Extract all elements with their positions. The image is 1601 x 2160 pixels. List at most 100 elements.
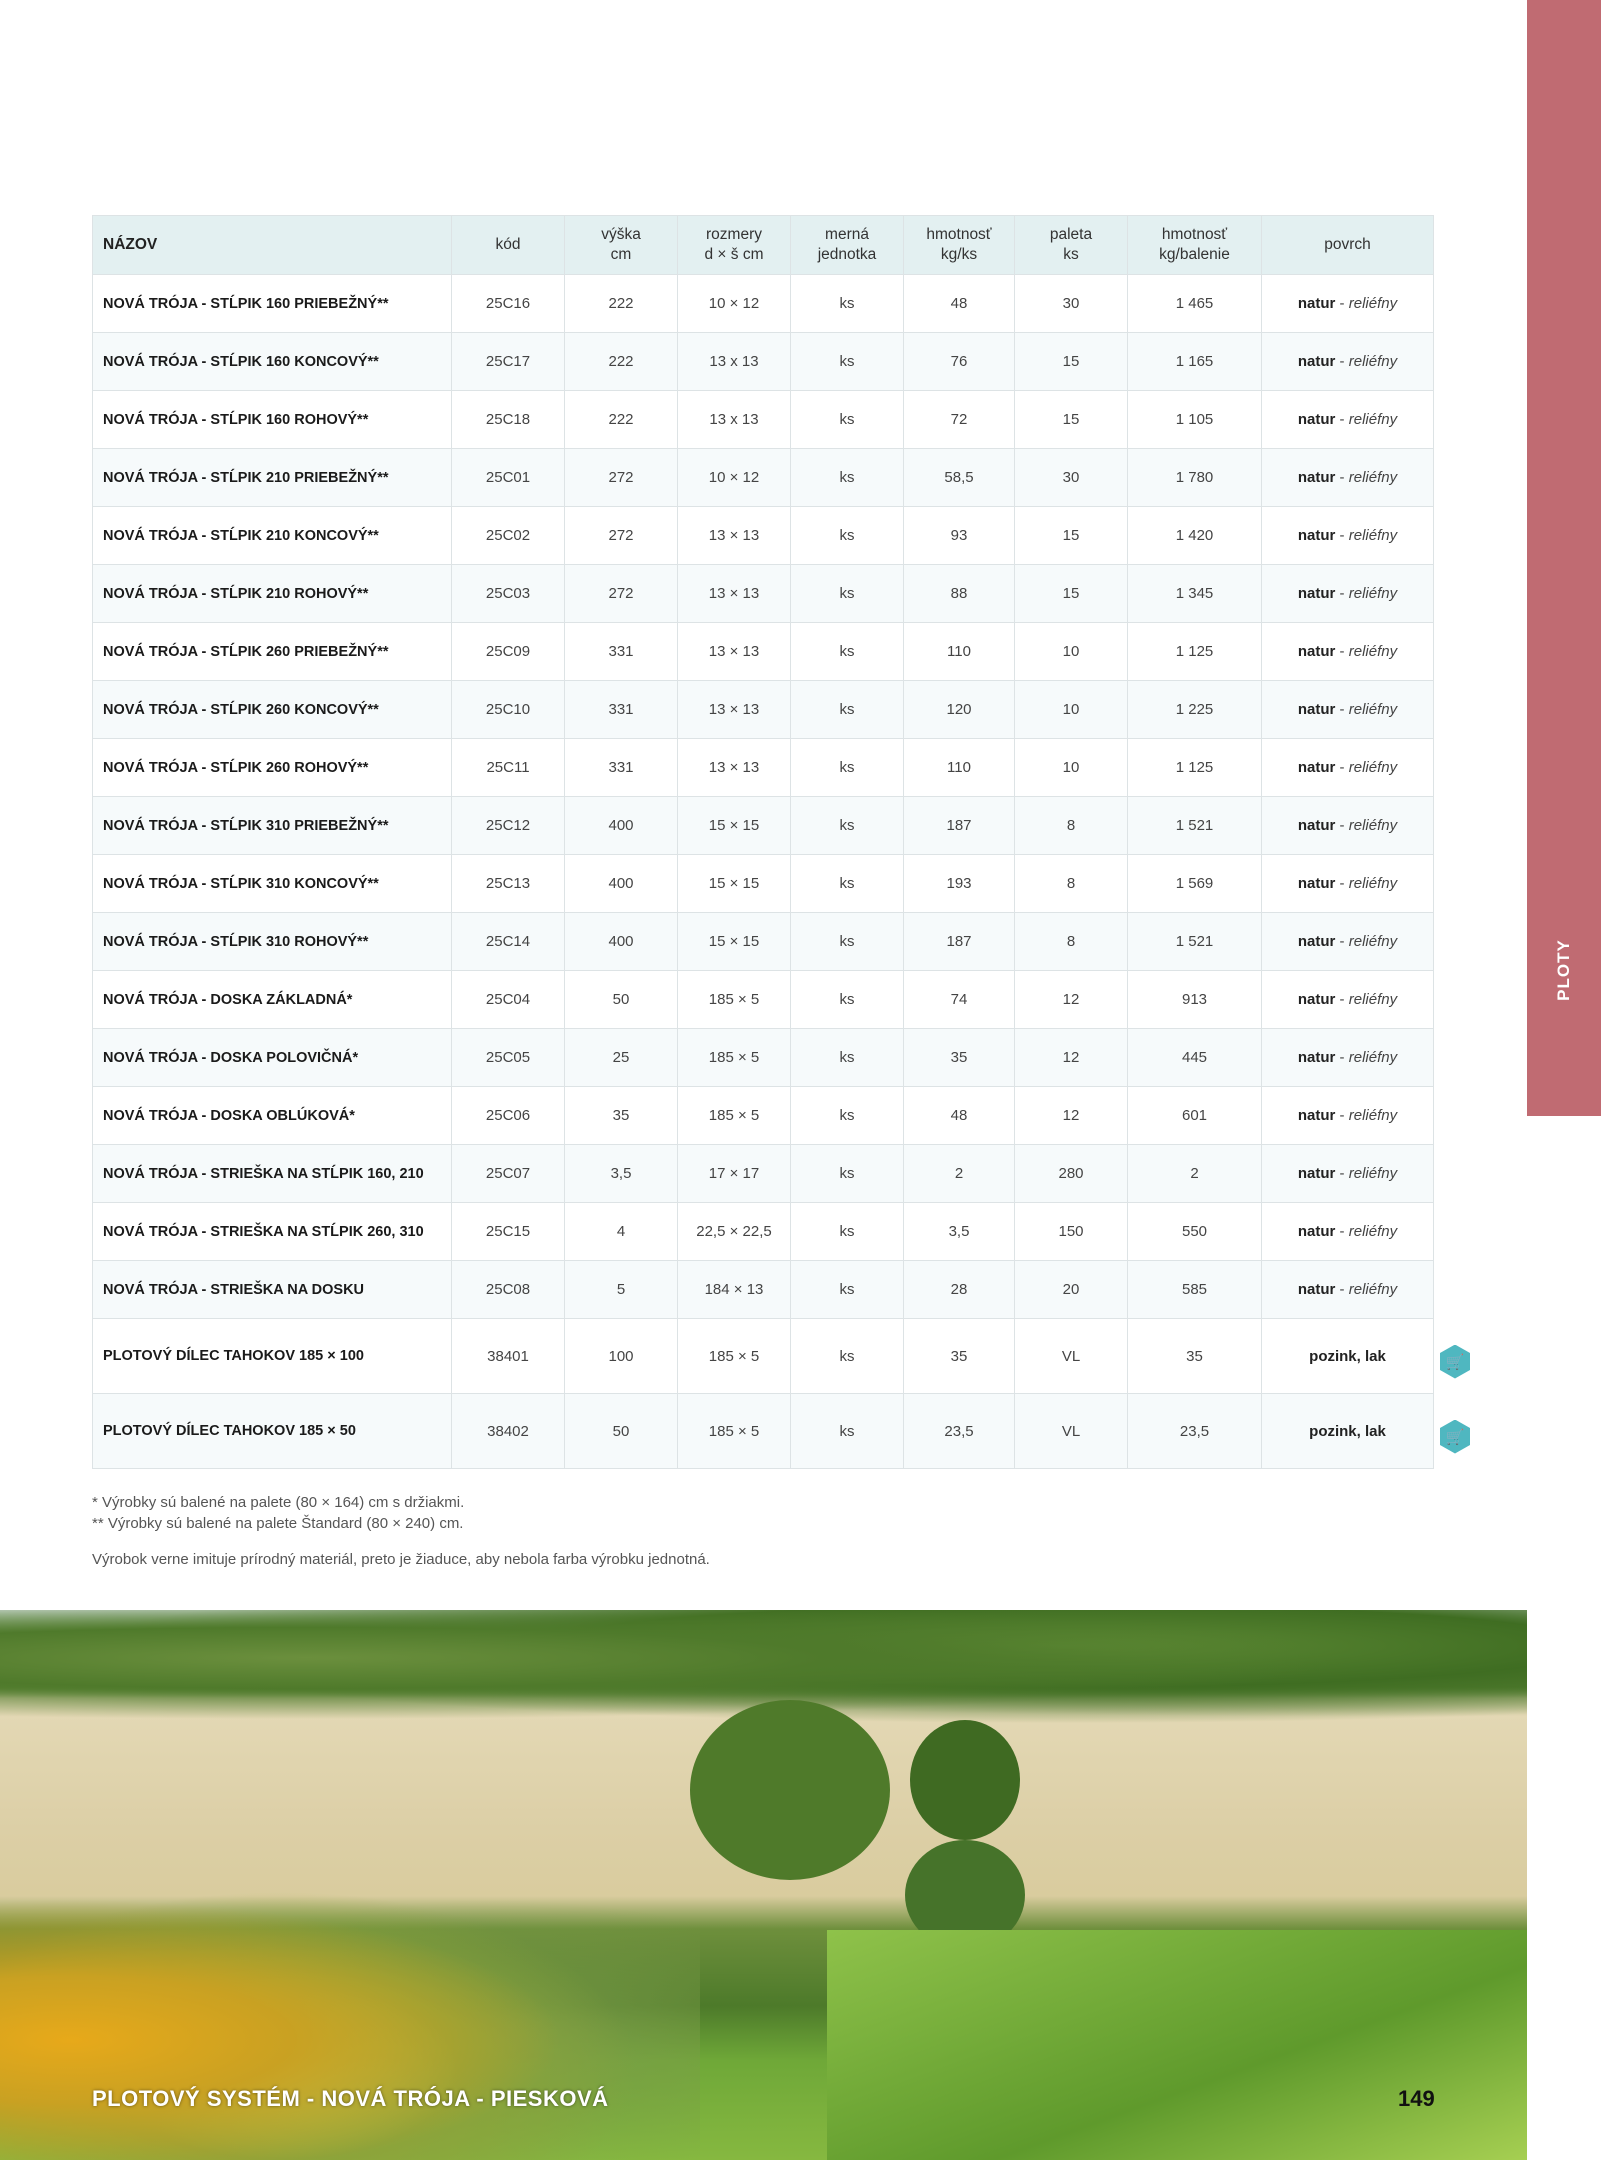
footnote-single-star: * Výrobky sú balené na palete (80 × 164)… xyxy=(92,1494,465,1511)
surface-texture: reliéfny xyxy=(1348,585,1398,602)
cell-surface: natur - reliéfny xyxy=(1261,912,1434,971)
cell-name: NOVÁ TRÓJA - STĹPIK 160 PRIEBEŽNÝ** xyxy=(92,274,452,333)
surface-texture: reliéfny xyxy=(1348,759,1398,776)
surface-separator: - xyxy=(1335,585,1349,602)
cell-height: 400 xyxy=(564,912,678,971)
cell-name: NOVÁ TRÓJA - STĹPIK 260 ROHOVÝ** xyxy=(92,738,452,797)
table-row: NOVÁ TRÓJA - STĹPIK 310 PRIEBEŽNÝ** 25C12… xyxy=(92,796,1434,855)
shopping-cart-icon[interactable]: 🛒 xyxy=(1440,1419,1470,1454)
cell-pack-weight: 445 xyxy=(1127,1028,1262,1087)
cell-unit: ks xyxy=(790,1393,904,1469)
cell-dims: 13 × 13 xyxy=(677,680,791,739)
table-row: NOVÁ TRÓJA - STĹPIK 210 PRIEBEŽNÝ** 25C01… xyxy=(92,448,1434,507)
header-surface: povrch xyxy=(1261,215,1434,275)
section-tab-ploty[interactable]: PLOTY xyxy=(1527,0,1601,1116)
table-row: PLOTOVÝ DÍLEC TAHOKOV 185 × 100 38401 100 1… xyxy=(92,1318,1434,1394)
cell-weight: 74 xyxy=(903,970,1015,1029)
cell-code: 25C05 xyxy=(451,1028,565,1087)
cell-pallet: 10 xyxy=(1014,622,1128,681)
cell-weight: 72 xyxy=(903,390,1015,449)
header-weight: hmotnosť kg/ks xyxy=(903,215,1015,275)
surface-finish: natur xyxy=(1297,1165,1336,1182)
cell-code: 38402 xyxy=(451,1393,565,1469)
cell-height: 400 xyxy=(564,854,678,913)
cell-name: NOVÁ TRÓJA - STĹPIK 310 PRIEBEŽNÝ** xyxy=(92,796,452,855)
cell-pack-weight: 601 xyxy=(1127,1086,1262,1145)
cell-weight: 48 xyxy=(903,1086,1015,1145)
cell-unit: ks xyxy=(790,1260,904,1319)
cell-pack-weight: 2 xyxy=(1127,1144,1262,1203)
cell-pallet: 15 xyxy=(1014,564,1128,623)
cell-height: 50 xyxy=(564,970,678,1029)
cell-unit: ks xyxy=(790,1028,904,1087)
surface-separator: - xyxy=(1335,527,1349,544)
cell-pallet: 30 xyxy=(1014,448,1128,507)
cell-code: 25C17 xyxy=(451,332,565,391)
shopping-cart-icon[interactable]: 🛒 xyxy=(1440,1344,1470,1379)
cell-unit: ks xyxy=(790,622,904,681)
table-row: NOVÁ TRÓJA - DOSKA ZÁKLADNÁ* 25C04 50 185 ×… xyxy=(92,970,1434,1029)
cell-dims: 13 × 13 xyxy=(677,622,791,681)
cell-pallet: VL xyxy=(1014,1318,1128,1394)
cell-weight: 28 xyxy=(903,1260,1015,1319)
cell-height: 400 xyxy=(564,796,678,855)
page-number: 149 xyxy=(1398,2086,1435,2111)
table-row: NOVÁ TRÓJA - STĹPIK 260 ROHOVÝ** 25C11 331… xyxy=(92,738,1434,797)
table-row: NOVÁ TRÓJA - STĹPIK 260 PRIEBEŽNÝ** 25C09… xyxy=(92,622,1434,681)
cell-surface: natur - reliéfny xyxy=(1261,274,1434,333)
cell-weight: 110 xyxy=(903,738,1015,797)
cell-height: 3,5 xyxy=(564,1144,678,1203)
cell-name: PLOTOVÝ DÍLEC TAHOKOV 185 × 50 xyxy=(92,1393,452,1469)
cell-unit: ks xyxy=(790,1202,904,1261)
cell-name: NOVÁ TRÓJA - STĹPIK 160 ROHOVÝ** xyxy=(92,390,452,449)
cell-name: NOVÁ TRÓJA - STĹPIK 160 KONCOVÝ** xyxy=(92,332,452,391)
cell-pallet: 15 xyxy=(1014,390,1128,449)
cell-code: 25C03 xyxy=(451,564,565,623)
surface-texture: reliéfny xyxy=(1348,875,1398,892)
photo-topiary-ball xyxy=(910,1720,1020,1840)
cell-pallet: 30 xyxy=(1014,274,1128,333)
surface-separator: - xyxy=(1335,701,1349,718)
cell-height: 222 xyxy=(564,332,678,391)
surface-finish: natur xyxy=(1297,1281,1336,1298)
photo-flower-bed xyxy=(0,1860,700,2160)
cell-height: 50 xyxy=(564,1393,678,1469)
cell-code: 25C11 xyxy=(451,738,565,797)
cell-pack-weight: 1 125 xyxy=(1127,622,1262,681)
product-table: NÁZOV kód výška cm rozmery d × š cm merná je… xyxy=(92,215,1434,1469)
surface-separator: - xyxy=(1335,991,1349,1008)
cell-weight: 48 xyxy=(903,274,1015,333)
surface-texture: reliéfny xyxy=(1348,295,1398,312)
cell-height: 272 xyxy=(564,506,678,565)
cell-pack-weight: 1 521 xyxy=(1127,912,1262,971)
cell-pack-weight: 1 165 xyxy=(1127,332,1262,391)
header-pack-weight: hmotnosť kg/balenie xyxy=(1127,215,1262,275)
surface-texture: reliéfny xyxy=(1348,411,1398,428)
cell-surface: natur - reliéfny xyxy=(1261,564,1434,623)
cell-unit: ks xyxy=(790,506,904,565)
header-name: NÁZOV xyxy=(92,215,452,275)
footer-title: PLOTOVÝ SYSTÉM - NOVÁ TRÓJA - PIESKOVÁ xyxy=(92,2086,609,2111)
footnote-material: Výrobok verne imituje prírodný materiál,… xyxy=(92,1551,710,1568)
cell-name: NOVÁ TRÓJA - STRIEŠKA NA DOSKU xyxy=(92,1260,452,1319)
cell-height: 222 xyxy=(564,274,678,333)
cell-name: NOVÁ TRÓJA - STĹPIK 260 KONCOVÝ** xyxy=(92,680,452,739)
surface-texture: reliéfny xyxy=(1348,1281,1398,1298)
cell-dims: 13 x 13 xyxy=(677,390,791,449)
cell-pallet: 280 xyxy=(1014,1144,1128,1203)
cell-code: 25C15 xyxy=(451,1202,565,1261)
cell-dims: 15 × 15 xyxy=(677,854,791,913)
cell-height: 35 xyxy=(564,1086,678,1145)
surface-finish: natur xyxy=(1297,527,1336,544)
cell-surface: natur - reliéfny xyxy=(1261,970,1434,1029)
cell-pallet: 20 xyxy=(1014,1260,1128,1319)
cell-surface: natur - reliéfny xyxy=(1261,1028,1434,1087)
cell-unit: ks xyxy=(790,854,904,913)
cell-pack-weight: 1 780 xyxy=(1127,448,1262,507)
cell-code: 25C04 xyxy=(451,970,565,1029)
table-row: NOVÁ TRÓJA - STĹPIK 160 PRIEBEŽNÝ** 25C16… xyxy=(92,274,1434,333)
cell-code: 25C07 xyxy=(451,1144,565,1203)
photo-lawn xyxy=(827,1930,1527,2160)
cell-pallet: VL xyxy=(1014,1393,1128,1469)
cell-name: NOVÁ TRÓJA - DOSKA POLOVIČNÁ* xyxy=(92,1028,452,1087)
